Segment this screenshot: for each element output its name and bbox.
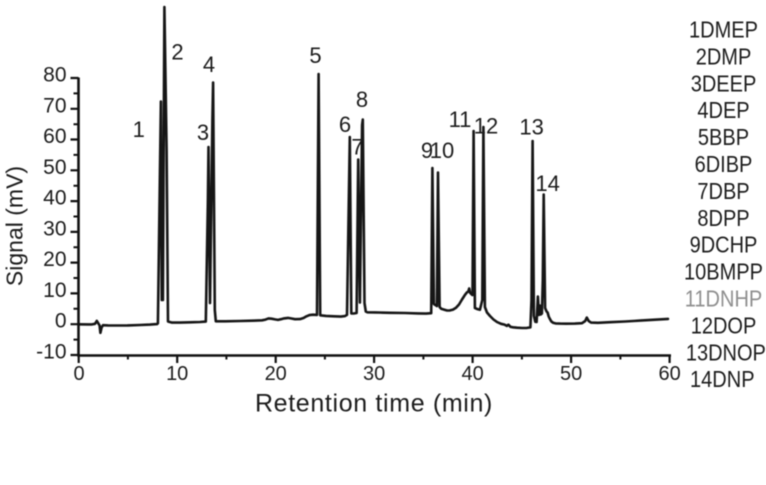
svg-text:30: 30 (363, 363, 385, 385)
svg-text:60: 60 (658, 363, 680, 385)
svg-text:Signal (mV): Signal (mV) (2, 166, 28, 286)
svg-text:20: 20 (265, 363, 287, 385)
svg-text:6DIBP: 6DIBP (695, 151, 753, 178)
svg-text:3DEEP: 3DEEP (691, 70, 757, 97)
svg-text:8DPP: 8DPP (697, 204, 749, 231)
svg-text:12: 12 (474, 114, 498, 139)
svg-text:3: 3 (197, 120, 209, 145)
svg-text:30: 30 (43, 217, 66, 240)
svg-text:-10: -10 (36, 341, 66, 364)
svg-text:14: 14 (535, 171, 559, 196)
svg-text:Retention time (min): Retention time (min) (255, 390, 493, 418)
svg-text:11DNHP: 11DNHP (685, 285, 762, 312)
svg-text:10BMPP: 10BMPP (684, 258, 763, 285)
svg-text:20: 20 (43, 248, 66, 271)
svg-text:13DNOP: 13DNOP (686, 339, 766, 366)
svg-text:6: 6 (339, 112, 351, 137)
svg-text:0: 0 (55, 310, 67, 333)
svg-text:40: 40 (43, 187, 66, 210)
svg-text:80: 80 (43, 64, 66, 87)
svg-text:5BBP: 5BBP (698, 124, 749, 151)
svg-text:2: 2 (171, 40, 183, 65)
svg-text:0: 0 (73, 363, 84, 385)
svg-text:50: 50 (43, 156, 66, 179)
svg-text:40: 40 (461, 363, 483, 385)
svg-text:7DBP: 7DBP (697, 178, 749, 205)
svg-text:13: 13 (519, 115, 543, 140)
svg-text:70: 70 (43, 94, 66, 117)
svg-text:14DNP: 14DNP (690, 366, 754, 393)
svg-text:9: 9 (421, 138, 433, 163)
svg-text:10: 10 (43, 279, 66, 302)
svg-text:10: 10 (166, 363, 188, 385)
svg-text:10: 10 (430, 138, 454, 163)
svg-text:4DEP: 4DEP (697, 97, 749, 124)
svg-text:1: 1 (133, 117, 145, 142)
svg-text:4: 4 (203, 52, 215, 77)
svg-text:1DMEP: 1DMEP (689, 16, 758, 43)
svg-text:5: 5 (309, 43, 321, 68)
svg-text:7: 7 (351, 135, 363, 160)
svg-text:2DMP: 2DMP (696, 43, 752, 70)
svg-text:9DCHP: 9DCHP (690, 231, 758, 258)
svg-text:50: 50 (560, 363, 582, 385)
svg-text:8: 8 (356, 87, 368, 112)
svg-text:60: 60 (43, 125, 66, 148)
svg-text:11: 11 (449, 107, 472, 132)
svg-text:12DOP: 12DOP (691, 312, 757, 339)
